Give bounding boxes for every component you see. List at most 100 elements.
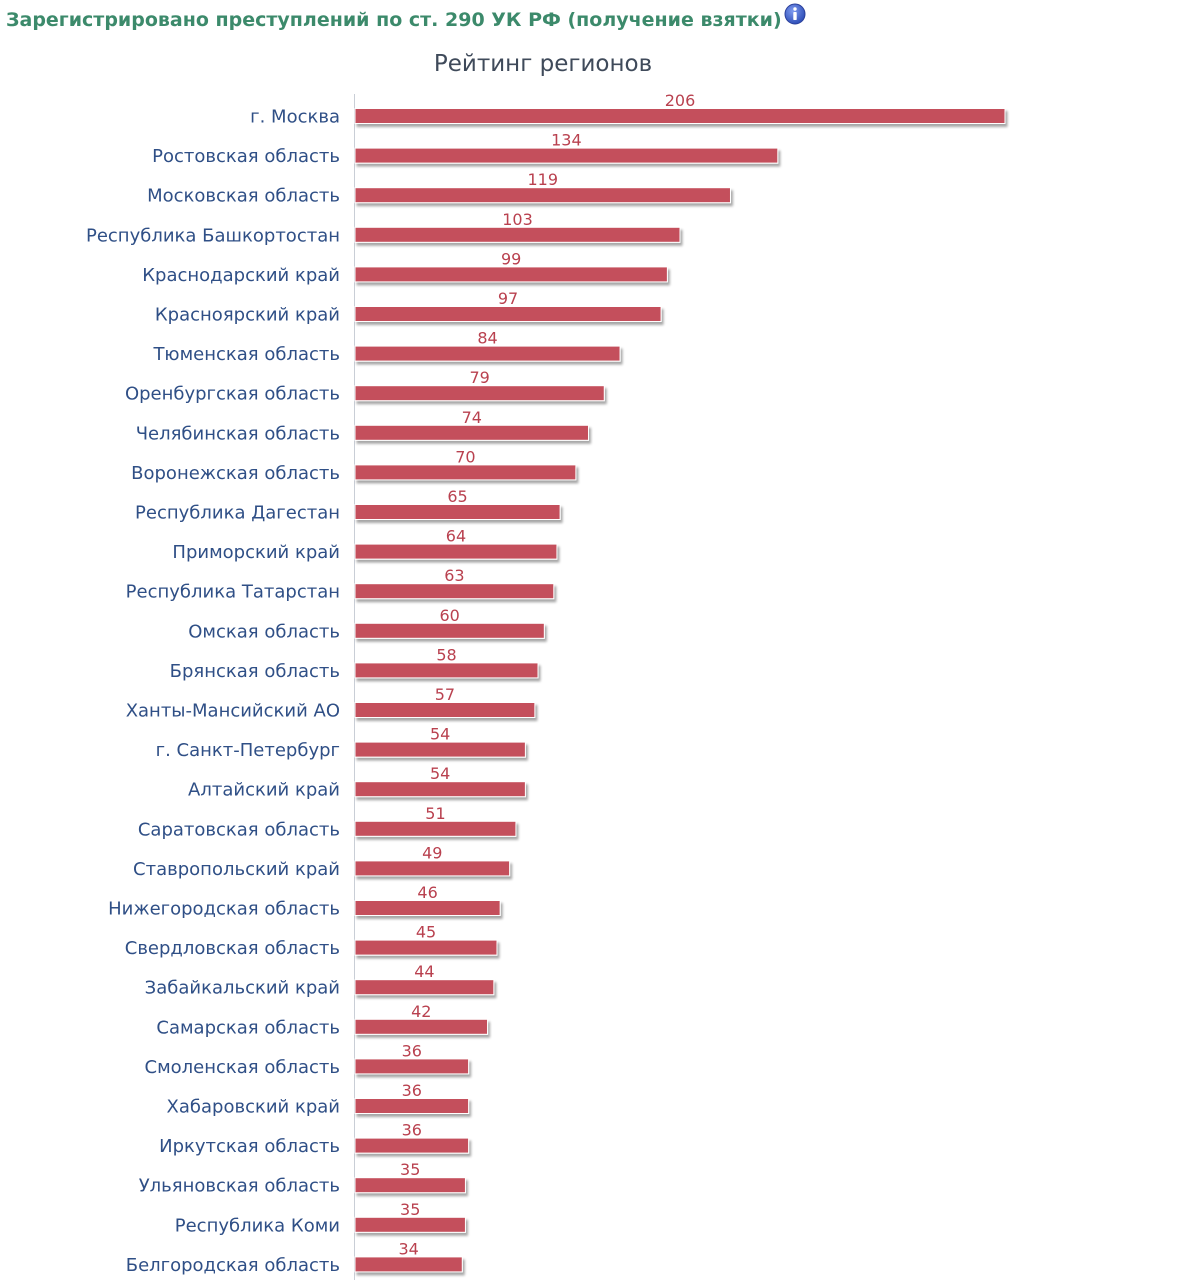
bar-row: Ставропольский край 49 [133, 843, 511, 880]
value-label: 119 [527, 170, 558, 189]
bar-row: Забайкальский край 44 [145, 962, 495, 999]
category-label: Самарская область [156, 1017, 340, 1038]
category-label: Омская область [188, 621, 340, 642]
bar-row: Красноярский край 97 [155, 289, 662, 326]
header-title: Зарегистрировано преступлений по ст. 290… [6, 9, 782, 31]
category-label: Челябинская область [136, 423, 340, 444]
value-label: 46 [417, 883, 437, 902]
bar[interactable] [354, 662, 539, 679]
category-label: Иркутская область [159, 1136, 340, 1157]
bar-row: г. Москва 206 [250, 91, 1006, 128]
value-label: 36 [402, 1081, 422, 1100]
bar[interactable] [354, 820, 517, 837]
chart-header: Зарегистрировано преступлений по ст. 290… [6, 3, 806, 34]
bar-row: Ростовская область 134 [152, 131, 779, 167]
bar[interactable] [354, 939, 498, 956]
value-label: 103 [502, 210, 533, 229]
bar[interactable] [354, 385, 605, 402]
bar[interactable] [354, 266, 668, 283]
value-label: 45 [416, 923, 436, 942]
bar[interactable] [354, 900, 501, 916]
category-label: Ставропольский край [133, 859, 340, 880]
bar[interactable] [354, 979, 495, 996]
bar[interactable] [354, 543, 558, 560]
bar-row: Алтайский край 54 [188, 764, 526, 801]
bar-row: Нижегородская область 46 [108, 883, 501, 920]
category-label: Оренбургская область [125, 384, 340, 405]
bar-row: Краснодарский край 99 [142, 249, 668, 286]
bar[interactable] [354, 187, 731, 204]
bar-row: г. Санкт-Петербург 54 [156, 725, 526, 761]
value-label: 206 [665, 91, 696, 110]
bar[interactable] [354, 345, 621, 362]
bar[interactable] [354, 741, 526, 758]
value-label: 36 [402, 1041, 422, 1060]
category-label: Приморский край [172, 542, 340, 563]
value-label: 60 [439, 606, 459, 625]
bar[interactable] [354, 1256, 463, 1273]
bar-row: Ульяновская область 35 [139, 1160, 466, 1197]
value-label: 97 [498, 289, 518, 308]
value-label: 63 [444, 566, 464, 585]
bar[interactable] [354, 1058, 470, 1075]
value-label: 74 [462, 408, 482, 427]
bar[interactable] [354, 108, 1006, 124]
category-label: Нижегородская область [108, 899, 340, 920]
category-label: Свердловская область [125, 938, 340, 959]
bar-row: Республика Дагестан 65 [135, 487, 561, 524]
bar[interactable] [354, 781, 526, 798]
category-label: Смоленская область [145, 1057, 341, 1078]
bar[interactable] [354, 860, 511, 877]
bar-row: Брянская область 58 [170, 645, 539, 682]
bar[interactable] [354, 583, 555, 600]
bar[interactable] [354, 1177, 466, 1194]
category-label: Ростовская область [152, 146, 340, 167]
bar-row: Хабаровский край 36 [167, 1081, 470, 1118]
value-label: 51 [425, 804, 445, 823]
bar[interactable] [354, 1098, 470, 1114]
bar-row: Самарская область 42 [156, 1002, 489, 1038]
category-label: Республика Дагестан [135, 503, 340, 524]
category-label: Ханты-Мансийский АО [126, 701, 340, 722]
value-label: 44 [414, 962, 434, 981]
bar[interactable] [354, 622, 545, 639]
bar-row: Воронежская область 70 [131, 447, 577, 484]
value-label: 42 [411, 1002, 431, 1021]
value-label: 79 [469, 368, 489, 387]
bar-row: Республика Татарстан 63 [126, 566, 555, 603]
bar[interactable] [354, 147, 779, 164]
bar[interactable] [354, 1018, 489, 1035]
bar-row: Саратовская область 51 [138, 804, 517, 840]
bar-row: Иркутская область 36 [159, 1121, 470, 1157]
category-label: Алтайский край [188, 780, 340, 801]
bar[interactable] [354, 1137, 470, 1154]
category-label: Саратовская область [138, 819, 340, 840]
category-label: Воронежская область [131, 463, 340, 484]
category-label: Краснодарский край [142, 265, 340, 286]
bar[interactable] [354, 464, 577, 481]
bar-row: Свердловская область 45 [125, 923, 498, 959]
bar-row: Приморский край 64 [172, 527, 558, 563]
chart-title: Рейтинг регионов [434, 51, 652, 77]
value-label: 54 [430, 725, 450, 744]
bar[interactable] [354, 306, 662, 322]
bar[interactable] [354, 226, 681, 243]
bar-row: Республика Коми 35 [175, 1200, 466, 1236]
value-label: 84 [477, 329, 497, 348]
category-label: Красноярский край [155, 305, 340, 326]
bar-row: Смоленская область 36 [145, 1041, 470, 1078]
info-icon[interactable] [784, 3, 806, 25]
bar[interactable] [354, 702, 536, 718]
value-label: 57 [435, 685, 455, 704]
value-label: 58 [436, 645, 456, 664]
category-label: Ульяновская область [139, 1176, 340, 1197]
value-label: 34 [398, 1239, 418, 1258]
value-label: 65 [447, 487, 467, 506]
bar[interactable] [354, 504, 561, 520]
category-label: Республика Татарстан [126, 582, 340, 603]
bar[interactable] [354, 1216, 466, 1233]
value-label: 49 [422, 843, 442, 862]
bar[interactable] [354, 424, 589, 441]
bar-row: Оренбургская область 79 [125, 368, 605, 405]
